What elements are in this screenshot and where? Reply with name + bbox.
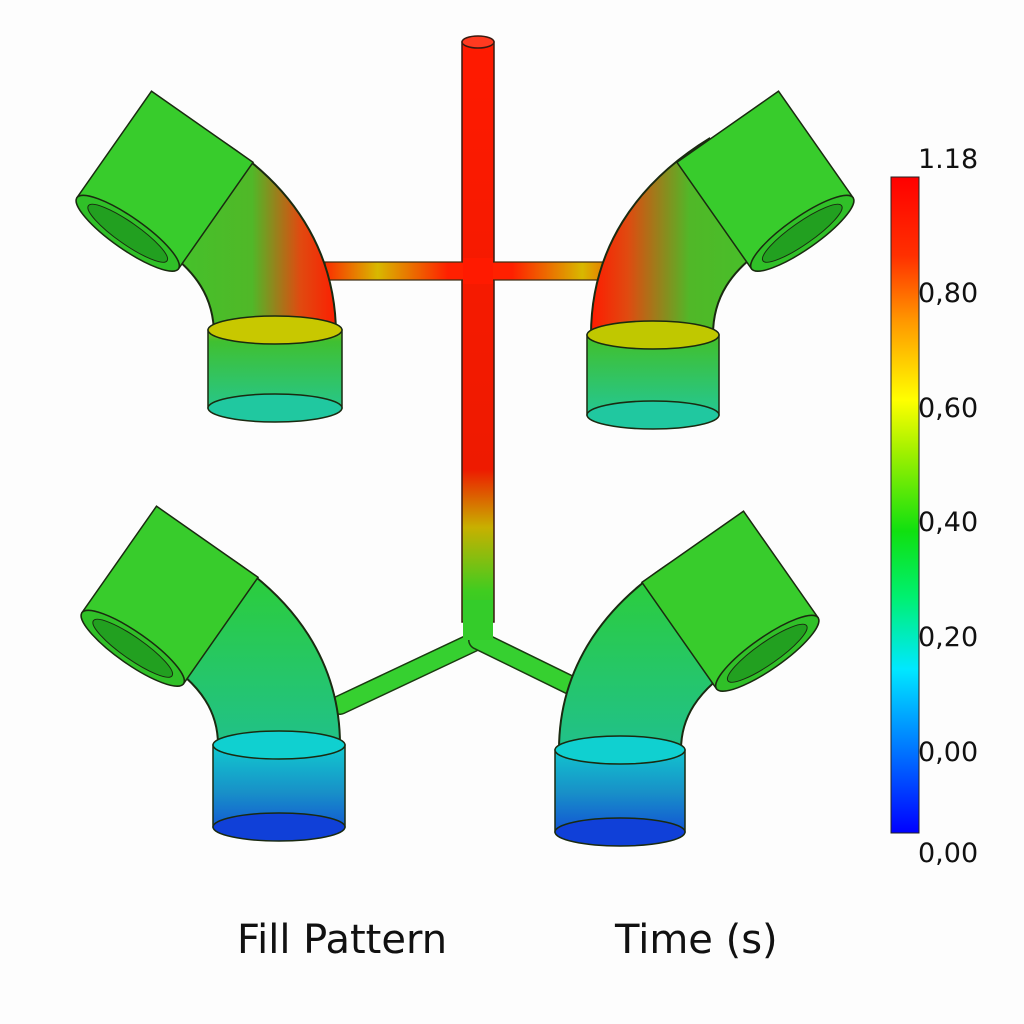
caption-time: Time (s) [615, 917, 778, 963]
cavity-lower-left [80, 505, 346, 842]
color-scale-tick: 0,60 [918, 393, 979, 424]
color-scale-tick: 0,00 [918, 737, 979, 768]
cavity-upper-right [586, 90, 855, 430]
cavity-lower-right [554, 510, 820, 847]
color-scale-max-label: 1.18 [918, 144, 979, 175]
color-scale-tick: 0,80 [918, 278, 979, 309]
lower-runners [330, 600, 580, 715]
color-scale-bar [890, 176, 920, 834]
caption-fill-pattern: Fill Pattern [237, 917, 448, 963]
color-scale-min-label: 0,00 [918, 838, 979, 869]
sprue [461, 35, 495, 623]
cavity-upper-left [75, 90, 343, 423]
color-scale-tick: 0,20 [918, 622, 979, 653]
color-scale-tick: 0,40 [918, 507, 979, 538]
